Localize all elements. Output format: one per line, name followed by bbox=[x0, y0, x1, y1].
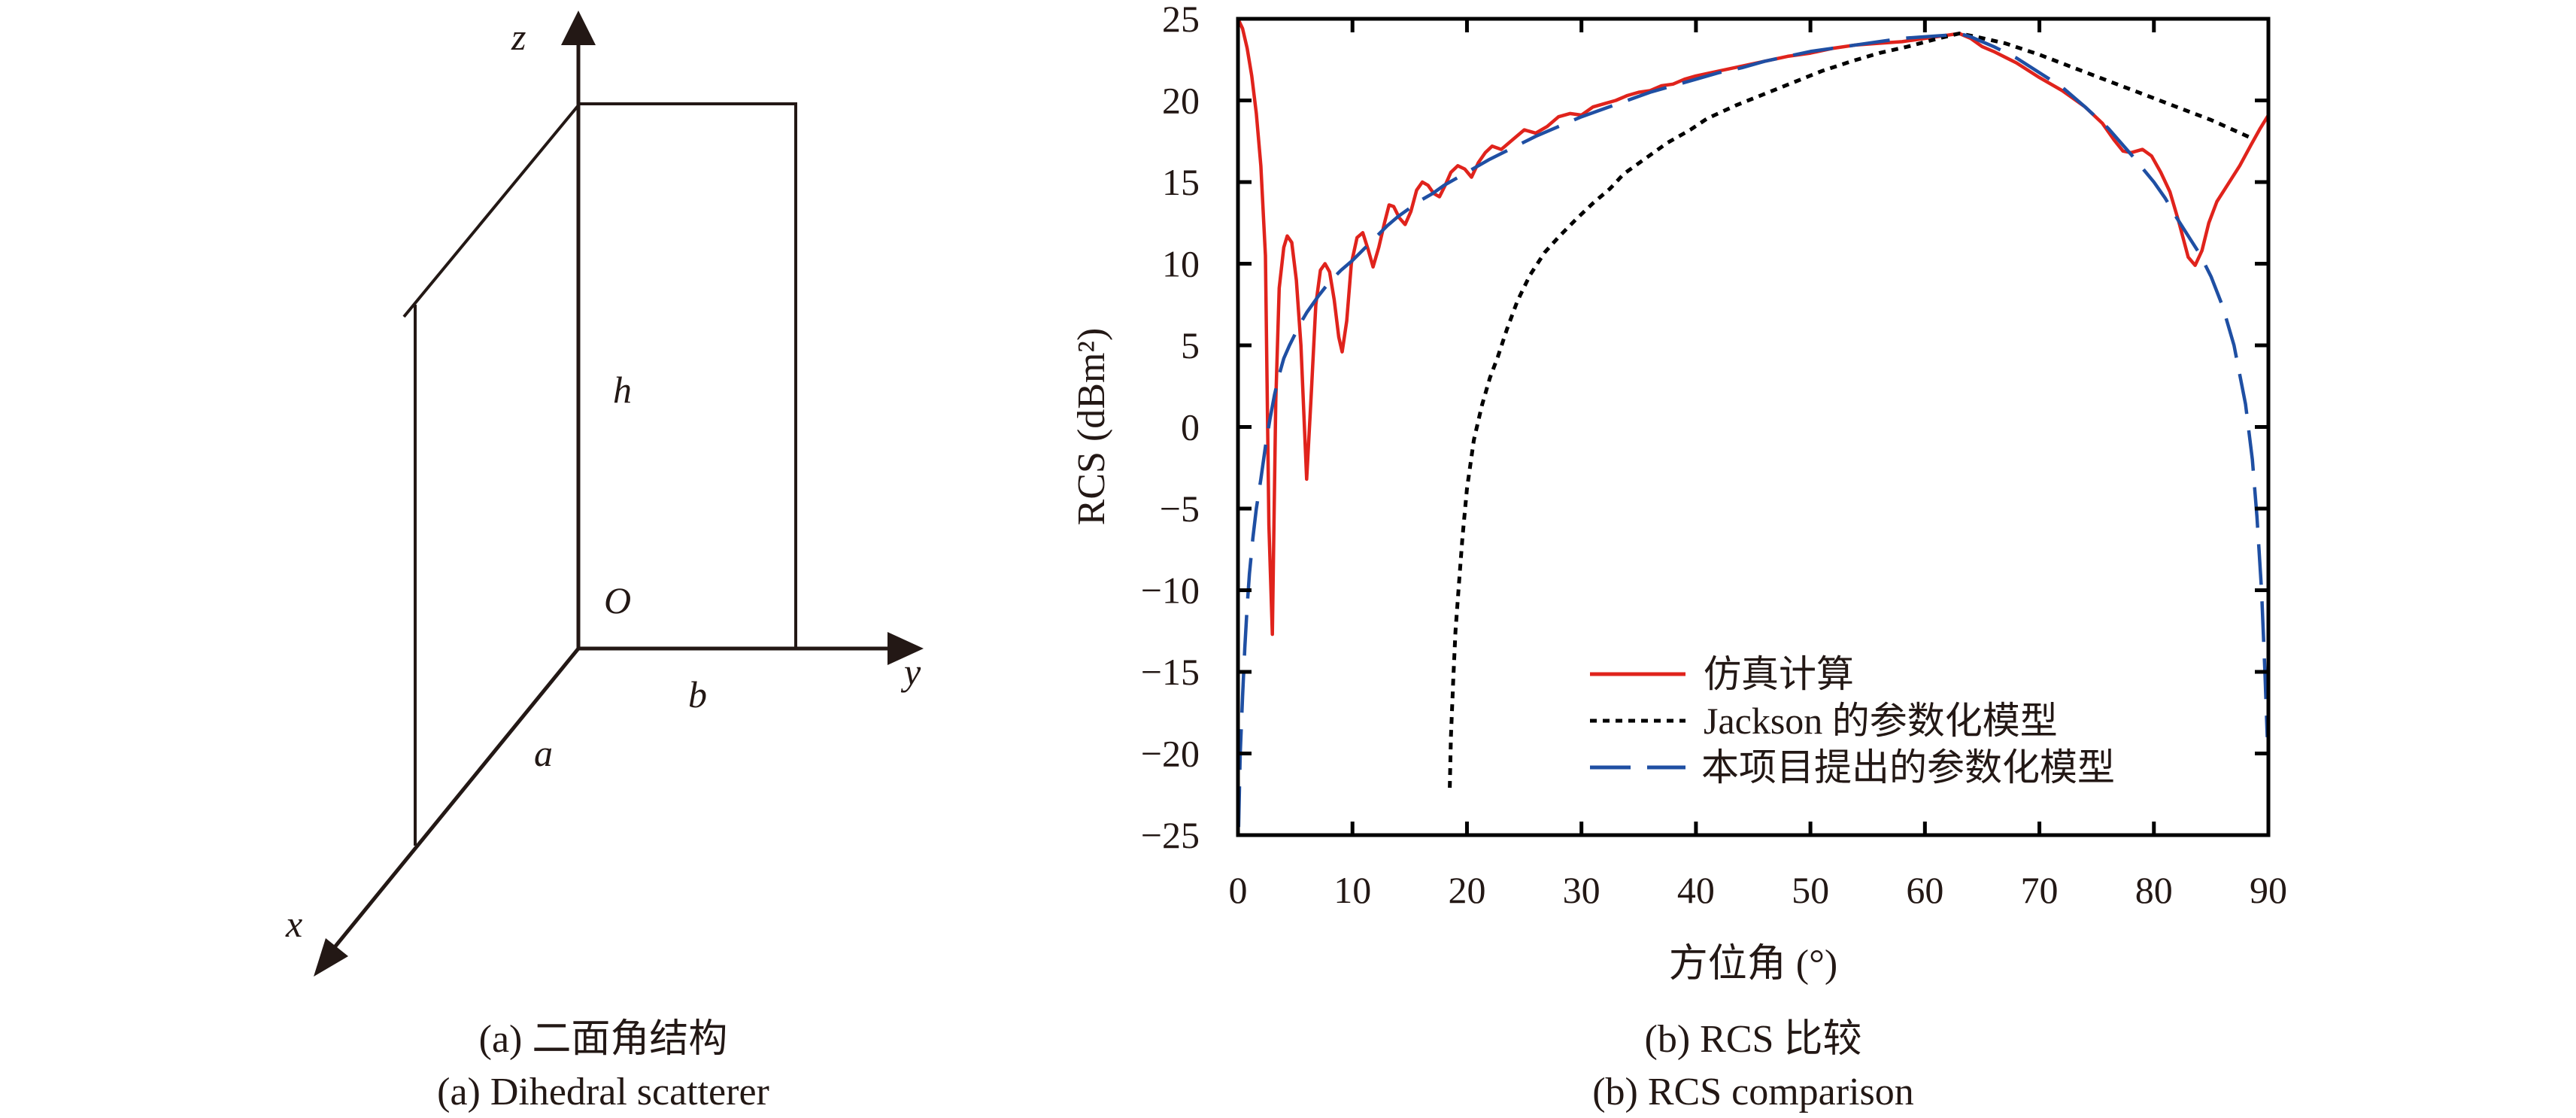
legend-item-simulation: 仿真计算 bbox=[1590, 653, 1854, 695]
dihedral-diagram bbox=[314, 11, 924, 977]
x-tick-label: 0 bbox=[1229, 869, 1248, 911]
diagram-caption-en: (a) Dihedral scatterer bbox=[437, 1071, 769, 1113]
ticks bbox=[1236, 17, 2271, 837]
z-axis-label: z bbox=[511, 16, 526, 58]
legend-item-jackson: Jackson 的参数化模型 bbox=[1590, 700, 2058, 742]
x-tick-label: 50 bbox=[1792, 869, 1829, 911]
y-tick-label: 20 bbox=[1162, 80, 1200, 122]
y-tick-label: 10 bbox=[1162, 243, 1200, 285]
x-tick-label: 70 bbox=[2021, 869, 2059, 911]
x-axis-label: x bbox=[285, 903, 302, 945]
y-axis-arrow-icon bbox=[887, 632, 924, 665]
rcs-chart: 0 10 20 30 40 50 60 70 80 902520151050−5−10−15−20… bbox=[1070, 0, 2287, 1113]
y-axis-title: RCS (dBm²) bbox=[1070, 328, 1113, 526]
x-axis-line bbox=[329, 647, 580, 953]
x-axis-title: 方位角 (°) bbox=[1669, 943, 1837, 986]
legend-item-proposed: 本项目提出的参数化模型 bbox=[1590, 746, 2115, 788]
dimension-label-a: a bbox=[534, 732, 553, 774]
y-tick-label: 25 bbox=[1162, 0, 1200, 40]
y-tick-label: −10 bbox=[1141, 570, 1200, 612]
chart-caption-cn: (b) RCS 比较 bbox=[1645, 1018, 1862, 1061]
plate-xz-top-edge bbox=[402, 104, 580, 318]
plot-series bbox=[1236, 18, 2270, 828]
origin-label: O bbox=[604, 579, 631, 621]
legend-label-jackson: Jackson 的参数化模型 bbox=[1704, 700, 2058, 742]
legend: 仿真计算 Jackson 的参数化模型 本项目提出的参数化模型 bbox=[1590, 653, 2115, 788]
y-tick-label: −20 bbox=[1141, 733, 1200, 775]
z-axis-arrow-icon bbox=[561, 11, 596, 45]
y-tick-label: −5 bbox=[1160, 488, 1200, 530]
series-line-simulation bbox=[1236, 18, 2270, 636]
legend-label-proposed: 本项目提出的参数化模型 bbox=[1701, 746, 2115, 788]
y-tick-label: 0 bbox=[1181, 406, 1200, 448]
plate-yz bbox=[578, 102, 797, 649]
x-axis-arrow-icon bbox=[314, 938, 348, 977]
x-tick-label: 30 bbox=[1563, 869, 1601, 911]
series-line-proposed bbox=[1236, 32, 2269, 828]
legend-label-simulation: 仿真计算 bbox=[1704, 653, 1854, 695]
dimension-label-b: b bbox=[688, 673, 707, 715]
y-tick-label: −25 bbox=[1141, 814, 1200, 856]
x-tick-label: 80 bbox=[2135, 869, 2173, 911]
chart-caption-en: (b) RCS comparison bbox=[1592, 1071, 1914, 1113]
y-axis-label: y bbox=[900, 651, 921, 693]
x-tick-label: 90 bbox=[2250, 869, 2287, 911]
y-tick-label: −15 bbox=[1141, 651, 1200, 693]
x-tick-label: 60 bbox=[1906, 869, 1943, 911]
x-tick-label: 40 bbox=[1677, 869, 1715, 911]
y-tick-label: 15 bbox=[1162, 161, 1200, 203]
tick-labels: 0 10 20 30 40 50 60 70 80 902520151050−5−10−15−20… bbox=[1141, 0, 2287, 911]
dimension-label-h: h bbox=[613, 369, 632, 411]
y-tick-label: 5 bbox=[1181, 324, 1200, 366]
x-tick-label: 10 bbox=[1334, 869, 1371, 911]
x-tick-label: 20 bbox=[1448, 869, 1485, 911]
diagram-caption-cn: (a) 二面角结构 bbox=[479, 1018, 728, 1061]
